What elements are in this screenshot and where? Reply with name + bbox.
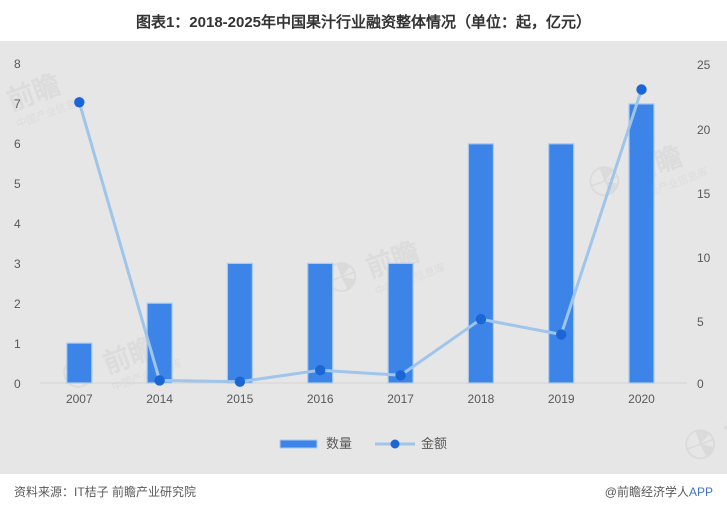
- svg-text:5: 5: [14, 177, 21, 191]
- svg-text:25: 25: [697, 58, 711, 72]
- svg-text:8: 8: [14, 57, 21, 71]
- svg-text:7: 7: [14, 97, 21, 111]
- svg-text:4: 4: [14, 217, 21, 231]
- svg-text:5: 5: [697, 315, 704, 329]
- svg-text:2019: 2019: [548, 392, 575, 406]
- svg-text:15: 15: [697, 187, 711, 201]
- svg-text:2: 2: [14, 297, 21, 311]
- svg-text:2018: 2018: [468, 392, 495, 406]
- svg-text:1: 1: [14, 337, 21, 351]
- svg-text:0: 0: [697, 377, 704, 391]
- svg-text:3: 3: [14, 257, 21, 271]
- svg-text:2014: 2014: [146, 392, 173, 406]
- svg-text:金额: 金额: [421, 436, 447, 451]
- svg-text:数量: 数量: [326, 436, 352, 451]
- svg-text:2007: 2007: [66, 392, 93, 406]
- svg-text:2017: 2017: [387, 392, 414, 406]
- svg-text:0: 0: [14, 377, 21, 391]
- svg-text:20: 20: [697, 123, 711, 137]
- svg-text:2015: 2015: [227, 392, 254, 406]
- svg-text:2020: 2020: [628, 392, 655, 406]
- svg-text:6: 6: [14, 137, 21, 151]
- svg-text:2016: 2016: [307, 392, 334, 406]
- svg-text:10: 10: [697, 251, 711, 265]
